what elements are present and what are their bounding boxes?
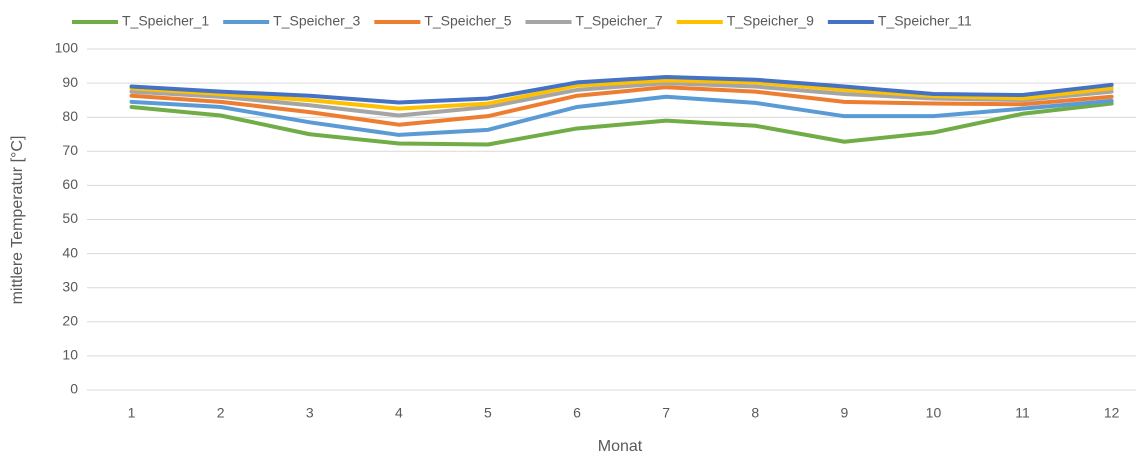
x-tick-label: 8 [751,405,759,421]
x-tick-label: 3 [306,405,314,421]
series-line [129,101,1114,147]
x-tick-label: 12 [1104,405,1120,421]
x-tick-label: 11 [1015,405,1030,421]
legend-label: T_Speicher_5 [424,13,511,29]
x-tick-label: 1 [128,405,136,421]
y-tick-label: 90 [62,74,78,90]
y-tick-label: 70 [62,142,78,158]
series-line [129,94,1114,137]
series-line [129,81,1114,118]
x-tick-label: 5 [484,405,492,421]
y-tick-label: 10 [62,347,78,363]
y-tick-label: 80 [62,108,78,124]
legend-label: T_Speicher_9 [727,13,814,29]
y-tick-label: 50 [62,210,78,226]
y-axis-title: mittlere Temperatur [°C] [9,136,26,305]
y-tick-label: 30 [62,278,78,294]
y-tick-label: 100 [55,40,79,56]
x-tick-label: 6 [573,405,581,421]
legend-label: T_Speicher_3 [273,13,360,29]
x-tick-label: 9 [840,405,848,421]
x-tick-label: 2 [217,405,225,421]
y-tick-label: 20 [62,313,78,329]
series-line [129,78,1114,111]
y-tick-label: 0 [70,381,78,397]
legend-label: T_Speicher_1 [122,13,209,29]
x-tick-label: 4 [395,405,403,421]
y-tick-label: 40 [62,244,78,260]
series-line [129,85,1114,127]
legend-label: T_Speicher_7 [576,13,663,29]
y-tick-label: 60 [62,176,78,192]
x-axis-title: Monat [598,438,643,455]
series-line [129,74,1114,105]
x-tick-label: 10 [926,405,942,421]
legend-label: T_Speicher_11 [878,13,972,29]
x-tick-label: 7 [662,405,670,421]
